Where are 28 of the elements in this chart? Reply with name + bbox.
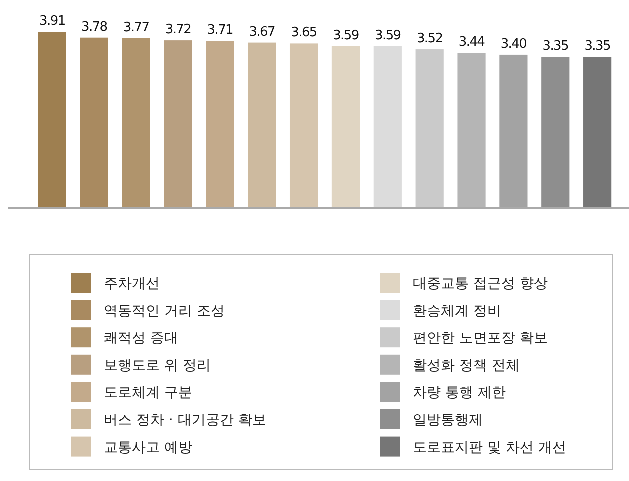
legend-label: 주차개선 (104, 276, 160, 292)
data-label: 3.65 (291, 26, 318, 41)
legend-label: 편안한 노면포장 확보 (413, 330, 548, 347)
data-label: 3.35 (542, 39, 570, 54)
legend-label: 교통사고 예방 (104, 440, 192, 456)
data-label: 3.40 (500, 36, 528, 52)
legend-label: 대중교통 접근성 향상 (413, 276, 548, 292)
legend-label: 도로체계 구분 (104, 385, 192, 402)
data-label: 3.78 (81, 20, 108, 35)
data-label: 3.71 (207, 23, 234, 38)
legend-label: 보행도로 위 정리 (104, 358, 211, 374)
legend-label: 일방통행제 (413, 412, 483, 428)
data-label: 3.72 (165, 22, 192, 38)
legend-label: 활성화 정책 전체 (413, 358, 520, 374)
data-label: 3.59 (375, 28, 402, 44)
legend-label: 역동적인 거리 조성 (104, 303, 225, 320)
data-label: 3.52 (416, 32, 443, 47)
legend-label: 환승체계 정비 (413, 303, 502, 320)
legend-label: 도로표지판 및 차선 개선 (413, 440, 566, 456)
data-label: 3.67 (249, 24, 276, 40)
legend-label: 쾌적성 증대 (104, 330, 178, 347)
data-label: 3.35 (584, 39, 611, 54)
legend-label: 버스 정차 · 대기공간 확보 (104, 412, 266, 428)
data-label: 3.91 (40, 14, 66, 29)
data-label: 3.59 (333, 28, 360, 44)
legend-label: 차량 통행 제한 (413, 385, 506, 402)
data-label: 3.44 (458, 35, 486, 50)
data-label: 3.77 (123, 20, 150, 36)
